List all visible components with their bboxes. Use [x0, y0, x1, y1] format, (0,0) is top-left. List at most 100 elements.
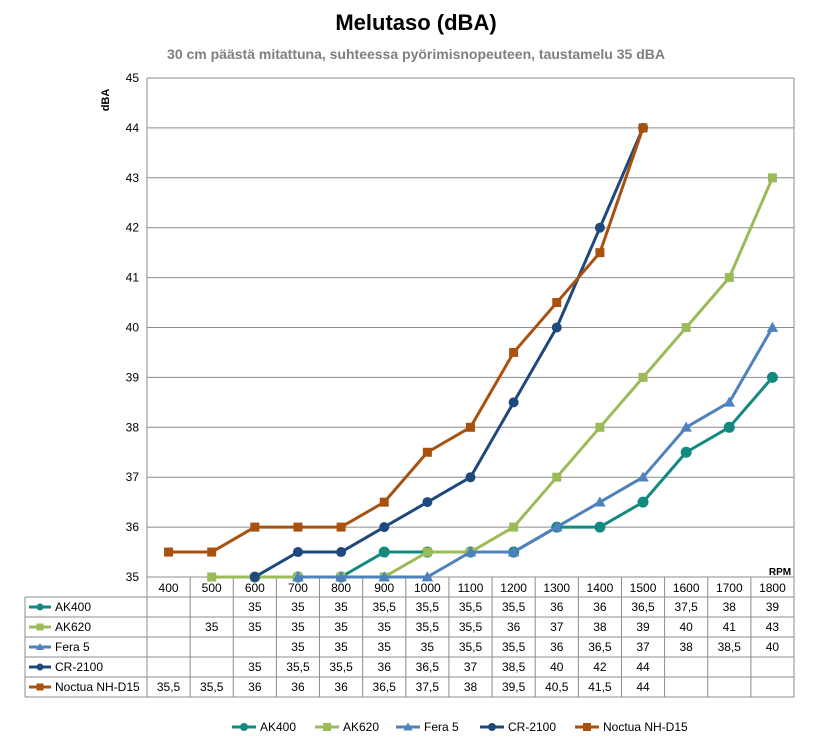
table-cell-value: 35,5: [286, 660, 310, 674]
data-point: [422, 447, 432, 457]
table-legend-key-marker: [36, 623, 44, 631]
table-cell-value: 38: [593, 620, 607, 634]
data-point: [378, 571, 390, 582]
table-cell-value: 40: [679, 620, 693, 634]
chart-title: Melutaso (dBA): [335, 10, 497, 35]
data-point: [594, 521, 606, 533]
y-tick-label: 44: [126, 121, 140, 135]
data-point: [766, 321, 779, 332]
x-tick-label: 1800: [759, 581, 786, 595]
table-cell-value: 38,5: [502, 660, 526, 674]
data-point: [466, 422, 475, 432]
table-cell-value: 35,5: [373, 600, 397, 614]
x-tick-label: 500: [202, 581, 222, 595]
table-cell-value: 35,5: [329, 660, 353, 674]
table-cell-value: 36: [507, 620, 521, 634]
table-series-name: Noctua NH-D15: [55, 680, 140, 694]
series-line: [168, 127, 645, 554]
table-cell-value: 41,5: [588, 680, 612, 694]
y-tick-label: 37: [126, 470, 140, 484]
x-tick-label: 900: [374, 581, 394, 595]
data-point: [422, 497, 433, 508]
data-point: [207, 547, 217, 557]
data-point: [250, 522, 260, 532]
table-cell-value: 37: [550, 620, 564, 634]
data-point: [724, 273, 734, 283]
table-cell-value: 35: [248, 600, 262, 614]
table-cell-value: 35: [334, 600, 348, 614]
data-point: [638, 372, 648, 382]
table-cell-value: 36: [248, 680, 262, 694]
table-cell-value: 42: [593, 660, 607, 674]
legend-entry-label: AK400: [260, 720, 296, 734]
y-tick-label: 40: [126, 321, 140, 335]
table-cell-value: 35,5: [200, 680, 224, 694]
table-cell-value: 36,5: [588, 640, 612, 654]
table-cell-value: 38: [723, 600, 737, 614]
data-point: [551, 322, 562, 333]
legend-entry-label: Fera 5: [424, 720, 459, 734]
x-axis-label: RPM: [769, 567, 791, 578]
data-point: [594, 222, 605, 233]
table-cell-value: 38,5: [718, 640, 742, 654]
table-cell-value: 40: [766, 640, 780, 654]
table-cell-value: 38: [679, 640, 693, 654]
data-point: [378, 546, 390, 558]
table-cell-value: 39,5: [502, 680, 526, 694]
data-point: [335, 571, 347, 582]
data-point: [379, 497, 389, 507]
y-tick-label: 36: [126, 520, 140, 534]
data-point: [293, 522, 303, 532]
x-tick-label: 1600: [673, 581, 700, 595]
data-point: [552, 298, 562, 308]
data-point: [507, 546, 520, 557]
x-tick-label: 1300: [543, 581, 570, 595]
table-legend-key-marker: [36, 603, 44, 611]
data-point: [594, 496, 606, 507]
data-point: [336, 547, 347, 558]
data-point: [421, 571, 434, 582]
y-tick-label: 35: [126, 570, 140, 584]
table-cell-value: 36: [334, 680, 348, 694]
table-cell-value: 37: [464, 660, 478, 674]
legend-entry-label: Noctua NH-D15: [603, 720, 688, 734]
table-series-name: AK620: [55, 620, 91, 634]
table-cell-value: 35,5: [459, 620, 483, 634]
legend-key-marker: [583, 723, 591, 731]
table-cell-value: 35: [291, 620, 305, 634]
table-cell-value: 35,5: [157, 680, 181, 694]
x-tick-label: 800: [331, 581, 351, 595]
y-tick-label: 42: [126, 221, 140, 235]
x-tick-label: 1700: [716, 581, 743, 595]
table-cell-value: 36: [550, 600, 564, 614]
legend-key-marker: [403, 722, 413, 731]
data-point: [207, 572, 217, 582]
x-tick-label: 1200: [500, 581, 527, 595]
data-point: [249, 572, 260, 582]
table-cell-value: 44: [636, 660, 650, 674]
data-point: [595, 422, 605, 432]
table-cell-value: 36: [593, 600, 607, 614]
table-cell-value: 35: [421, 640, 435, 654]
data-point: [552, 472, 562, 482]
table-legend-key-marker: [36, 683, 44, 691]
legend-key-marker: [488, 723, 496, 731]
legend-key-marker: [240, 723, 248, 731]
data-point: [509, 522, 519, 532]
table-cell-value: 36: [378, 660, 392, 674]
data-point: [681, 323, 691, 332]
table-series-name: AK400: [55, 600, 91, 614]
table-cell-value: 36,5: [631, 600, 655, 614]
table-cell-value: 35: [205, 620, 219, 634]
table-cell-value: 35: [248, 620, 262, 634]
legend-entry-label: AK620: [343, 720, 379, 734]
table-cell-value: 35,5: [416, 620, 440, 634]
data-point: [422, 547, 432, 557]
table-cell-value: 37: [636, 640, 650, 654]
data-point: [766, 371, 778, 383]
x-tick-label: 1500: [630, 581, 657, 595]
data-point: [509, 347, 519, 357]
table-cell-value: 37,5: [674, 600, 698, 614]
data-point: [723, 396, 736, 407]
